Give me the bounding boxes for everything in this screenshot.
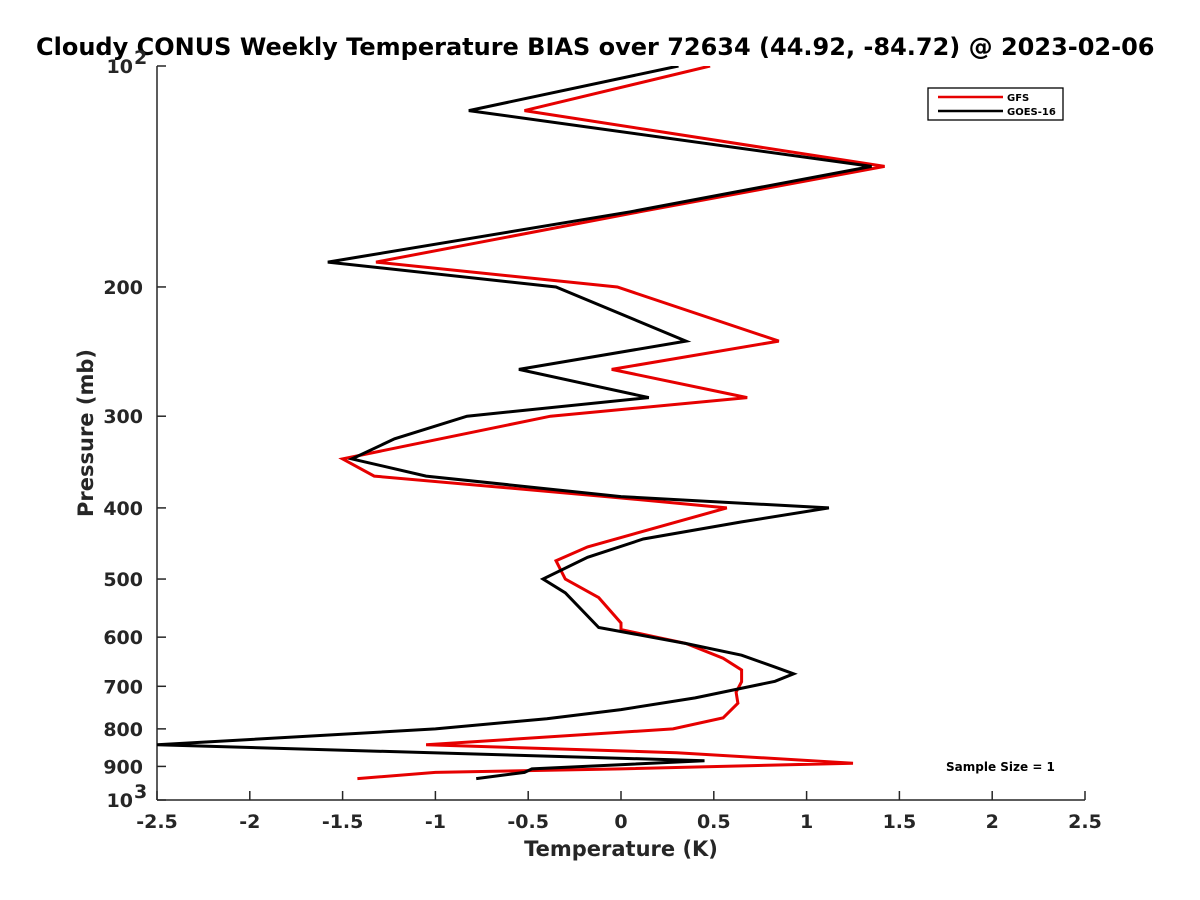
y-tick-label: 400 xyxy=(103,498,143,520)
series-line-goes-16 xyxy=(157,66,872,781)
x-tick-label: 1.5 xyxy=(883,811,917,833)
y-tick-label-base: 300 xyxy=(103,406,143,428)
series-line-gfs xyxy=(338,66,885,781)
y-tick-label-base: 500 xyxy=(103,569,143,591)
y-tick-label-exponent: 3 xyxy=(134,781,147,803)
x-tick-label: 2 xyxy=(986,811,999,833)
y-tick-label: 10 xyxy=(107,56,133,78)
x-tick-label: -0.5 xyxy=(507,811,549,833)
x-tick-label: -1 xyxy=(425,811,446,833)
legend-label-gfs: GFS xyxy=(1007,93,1029,104)
x-tick-label: -1.5 xyxy=(322,811,364,833)
y-tick-label-base: 900 xyxy=(103,756,143,778)
sample-size-annotation: Sample Size = 1 xyxy=(946,760,1055,774)
legend-label-goes-16: GOES-16 xyxy=(1007,107,1056,118)
legend: GFS GOES-16 xyxy=(927,87,1064,121)
legend-box xyxy=(927,87,1064,121)
chart-title: Cloudy CONUS Weekly Temperature BIAS ove… xyxy=(36,33,1154,61)
y-tick-label-base: 600 xyxy=(103,627,143,649)
y-tick-label: 500 xyxy=(103,569,143,591)
y-tick-label-base: 800 xyxy=(103,719,143,741)
x-tick-label: -2.5 xyxy=(136,811,178,833)
y-tick-label: 600 xyxy=(103,627,143,649)
x-tick-label: -2 xyxy=(239,811,260,833)
x-tick-label: 0 xyxy=(614,811,627,833)
y-tick-label-exponent: 2 xyxy=(134,47,147,69)
y-axis-label: Pressure (mb) xyxy=(74,349,98,517)
y-tick-label-base: 10 xyxy=(107,56,133,78)
x-tick-label: 1 xyxy=(800,811,813,833)
y-tick-label-base: 700 xyxy=(103,676,143,698)
y-tick-label-base: 10 xyxy=(107,790,133,812)
x-axis-ticks: -2.5 -2 -1.5 -1 -0.5 0 0.5 1 1.5 2 2.5 xyxy=(136,791,1102,833)
y-tick-label: 10 xyxy=(107,790,133,812)
y-tick-label: 900 xyxy=(103,756,143,778)
x-axis-label: Temperature (K) xyxy=(524,837,718,861)
y-tick-label-base: 200 xyxy=(103,277,143,299)
x-tick-label: 0.5 xyxy=(697,811,731,833)
y-tick-label: 800 xyxy=(103,719,143,741)
y-tick-label: 300 xyxy=(103,406,143,428)
series-layer xyxy=(157,66,885,781)
x-tick-label: 2.5 xyxy=(1068,811,1102,833)
y-tick-label: 700 xyxy=(103,676,143,698)
y-tick-label-base: 400 xyxy=(103,498,143,520)
y-tick-label: 200 xyxy=(103,277,143,299)
